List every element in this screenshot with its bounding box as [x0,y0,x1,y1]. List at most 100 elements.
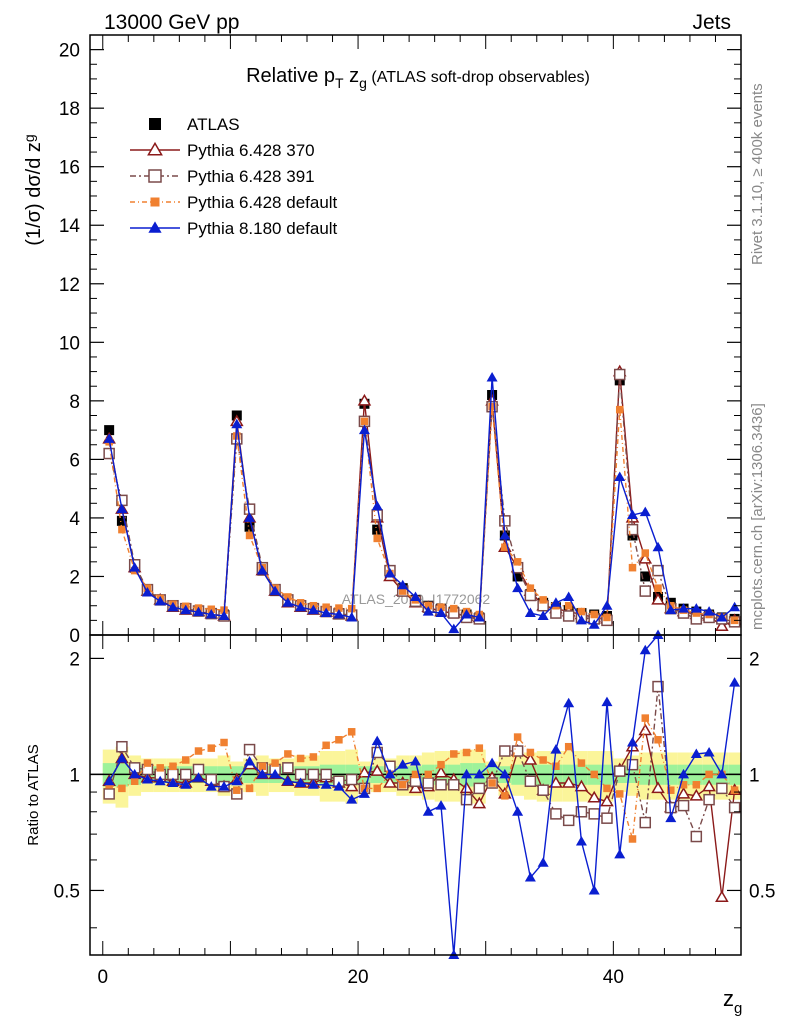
ratio-data-point [309,753,318,761]
main-data-point [539,596,547,604]
main-data-point [284,593,292,601]
legend-entry: Pythia 6.428 391 [130,167,315,186]
main-data-point [180,604,192,615]
ratio-data-point [472,796,487,809]
main-data-point [231,418,243,429]
legend-label: Pythia 6.428 default [187,193,338,212]
ratio-data-point [118,784,126,793]
main-data-point [614,471,626,481]
legend-entry: Pythia 8.180 default [130,219,338,238]
ratio-data-point [398,781,407,789]
ratio-data-point [360,784,369,793]
ratio-data-point [716,782,728,795]
legend-entry: Pythia 6.428 370 [130,141,315,160]
main-data-point [564,601,573,610]
main-data-point [486,371,498,382]
legend-entry: ATLAS [149,115,240,134]
ratio-data-point [590,770,598,779]
ratio-data-point [231,775,243,786]
ratio-data-point [244,756,256,766]
main-data-point [333,609,345,619]
rivet-label: Rivet 3.1.10, ≥ 400k events [749,83,766,265]
ratio-data-point [284,750,292,758]
ratio-data-point [692,781,701,789]
ratio-data-point [411,770,420,779]
ratio-data-point [716,768,728,779]
ratio-data-point [665,812,677,823]
main-y-tick-label: 12 [59,275,80,296]
main-data-point [499,529,511,540]
main-data-point [715,619,729,631]
ratio-data-point [539,756,547,764]
main-data-point [639,585,652,597]
main-data-point [654,584,662,592]
ratio-y-axis-label: Ratio to ATLAS [25,744,42,845]
ratio-data-point [435,800,447,810]
ratio-data-point [307,779,319,789]
ratio-data-point [269,768,281,779]
main-data-point [398,587,407,595]
ratio-data-point [346,794,358,804]
ratio-data-point [652,680,664,693]
main-data-point [384,568,396,578]
ratio-data-point [435,779,447,791]
ratio-data-point [320,768,332,781]
main-data-point [244,512,256,522]
main-data-point [397,579,409,590]
main-data-point [627,530,638,541]
ratio-data-point [677,799,690,812]
ratio-data-point [333,781,345,791]
ratio-data-point [205,781,217,791]
ratio-data-point [524,872,536,882]
ratio-data-point [233,786,241,794]
legend: ATLAS Pythia 6.428 370 Pythia 6.428 391 Pyt… [130,115,338,238]
ratio-data-point [422,777,435,789]
ratio-data-point [169,762,177,771]
ratio-data-point [588,808,600,820]
legend-marker [150,197,160,207]
main-data-point [703,606,715,616]
main-data-point [575,614,587,625]
ratio-data-point [397,759,409,769]
ratio-data-point [513,733,522,741]
ratio-data-point [639,644,651,655]
main-data-point [550,597,562,607]
ratio-data-point [193,772,204,782]
ratio-y-ticks: 0.5 0.5 1 1 2 2 [54,649,775,929]
ratio-data-point [347,728,356,736]
ratio-data-point [370,764,385,776]
main-data-point [526,584,535,592]
ratio-data-point [243,743,256,756]
main-data-point [372,524,383,535]
main-y-tick-label: 10 [59,333,80,354]
ratio-data-point [641,714,650,722]
legend-entry: Pythia 6.428 default [130,193,338,212]
main-data-point [116,515,127,526]
ratio-data-point [575,835,587,846]
main-data-point [692,609,701,617]
main-y-axis-label: (1/σ) dσ/d zg [21,134,45,245]
ratio-data-point [729,677,741,687]
legend-marker [149,118,161,130]
main-data-point [422,606,434,616]
main-data-point [512,582,524,593]
main-data-point [346,611,358,622]
main-data-point [690,603,702,613]
ratio-data-point [473,768,485,779]
ratio-data-point [702,779,716,792]
main-data-point [615,405,624,414]
main-data-point [639,506,651,517]
ratio-data-point [450,750,458,758]
ratio-data-point [690,748,702,758]
main-data-point [118,525,126,534]
main-data-point [437,603,445,611]
main-data-point [512,571,523,582]
ratio-data-point [437,760,445,769]
ratio-data-point [194,747,203,755]
ratio-y-tick-label-right: 0.5 [749,881,775,902]
ratio-data-point [638,723,653,736]
main-data-point [524,589,537,602]
ratio-data-point [130,777,139,786]
main-data-point [322,603,330,611]
main-data-point [104,425,115,436]
